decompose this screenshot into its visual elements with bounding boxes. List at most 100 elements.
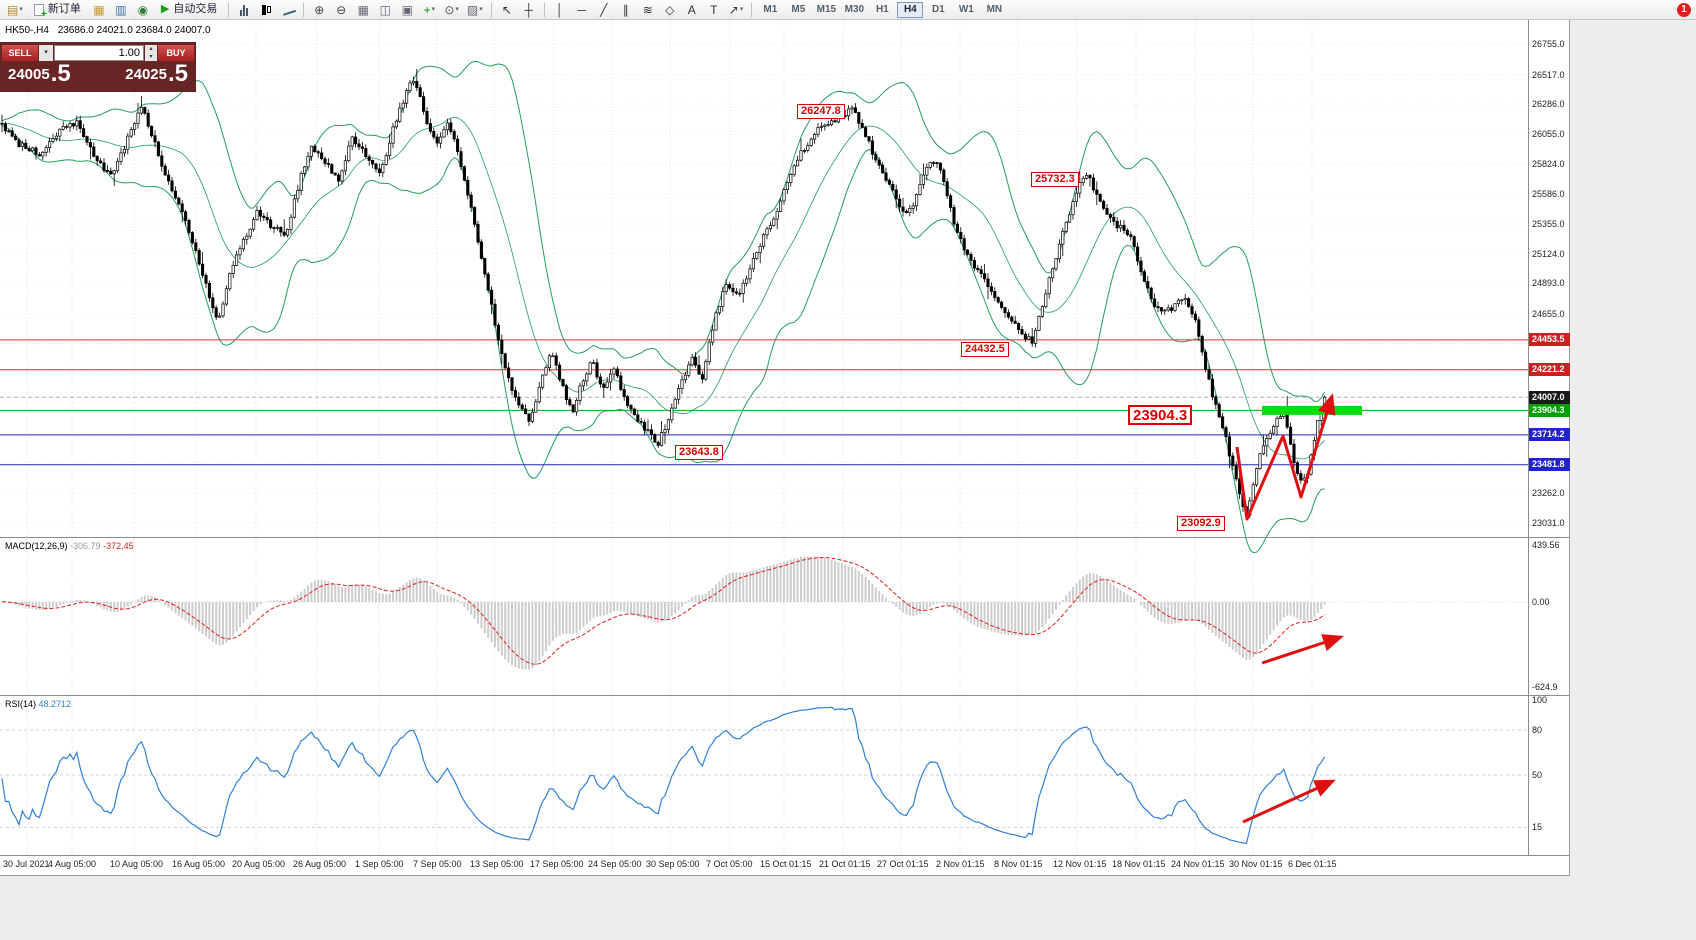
templates-icon[interactable]: ▨ ▾ bbox=[466, 2, 483, 17]
bollinger-middle-band bbox=[1, 116, 1325, 460]
toolbar-items: ▤▾ 新订单 ▦ ▥ ◉ ▶自动交易 ⊕ ⊖ ▦ ◫ ▣ +▾ ⊙▾ ▨▾ ↖ ┼ │ ─ ╱ ∥ ≋ ◇ AT ↗▾ M1 M5… bbox=[4, 0, 1007, 20]
cascade-windows-icon[interactable]: ▣ bbox=[401, 2, 413, 17]
time-axis-label: 7 Oct 05:00 bbox=[706, 859, 753, 869]
time-axis-label: 27 Oct 01:15 bbox=[877, 859, 929, 869]
main-toolbar: ▤▾ 新订单 ▦ ▥ ◉ ▶自动交易 ⊕ ⊖ ▦ ◫ ▣ +▾ ⊙▾ ▨▾ ↖ ┼ │ ─ ╱ ∥ ≋ ◇ AT ↗▾ M1 M5… bbox=[0, 0, 1696, 20]
fibonacci-icon[interactable]: ≋ bbox=[642, 2, 653, 17]
time-axis-label: 20 Aug 05:00 bbox=[232, 859, 286, 869]
macd-up-arrow bbox=[1261, 634, 1344, 665]
volume-down-icon[interactable]: ▾ bbox=[145, 52, 157, 61]
price-axis-label: 25824.0 bbox=[1532, 159, 1565, 169]
grid-icon[interactable]: ▦ bbox=[357, 2, 369, 17]
buy-button[interactable]: BUY bbox=[158, 44, 194, 61]
bar-chart-icon[interactable] bbox=[234, 1, 254, 18]
ohlc-values: 23686.0 24021.0 23684.0 24007.0 bbox=[57, 25, 211, 36]
zoom-in-icon[interactable]: ⊕ bbox=[314, 2, 325, 17]
volume-dropdown[interactable]: ▾ bbox=[39, 44, 53, 61]
timeframe-w1-button[interactable]: W1 bbox=[958, 3, 974, 15]
price-axis-label: 24655.0 bbox=[1532, 309, 1565, 319]
volume-up-icon[interactable]: ▴ bbox=[145, 44, 157, 53]
price-tag-label[interactable]: 23643.8 bbox=[675, 445, 723, 460]
green-highlight-bar bbox=[1262, 405, 1362, 415]
crosshair-icon[interactable]: ┼ bbox=[524, 2, 534, 17]
timeframe-h4-button[interactable]: H4 bbox=[897, 1, 924, 18]
data-window-icon[interactable]: ▥ bbox=[115, 2, 127, 17]
price-axis-label: 23262.0 bbox=[1532, 488, 1565, 498]
timeframe-m30-button[interactable]: M30 bbox=[844, 3, 865, 15]
time-axis-label: 30 Nov 01:15 bbox=[1229, 859, 1283, 869]
new-chart-icon[interactable]: ▤ ▾ bbox=[7, 2, 23, 17]
buy-price-main: 24025 bbox=[125, 66, 167, 83]
price-tag-label[interactable]: 25732.3 bbox=[1031, 172, 1079, 187]
rsi-axis-label: 15 bbox=[1532, 822, 1543, 832]
buy-price[interactable]: 24025.5 bbox=[125, 62, 188, 86]
text-icon[interactable]: A bbox=[687, 2, 696, 17]
price-tag-label[interactable]: 23904.3 bbox=[1128, 405, 1193, 425]
arrows-tool-icon[interactable]: ↗ ▾ bbox=[728, 2, 744, 17]
toolbar-separator bbox=[751, 2, 753, 17]
timeframe-m1-button[interactable]: M1 bbox=[763, 3, 778, 15]
bollinger-lower-band bbox=[1, 125, 1325, 554]
price-tag-label[interactable]: 24432.5 bbox=[961, 342, 1009, 357]
macd-axis-label: 0.00 bbox=[1532, 597, 1550, 607]
time-axis-label: 21 Oct 01:15 bbox=[819, 859, 871, 869]
zoom-out-icon[interactable]: ⊖ bbox=[336, 2, 347, 17]
volume-input[interactable] bbox=[54, 44, 144, 61]
price-chart-canvas[interactable] bbox=[0, 20, 1570, 856]
rsi-indicator-label: RSI(14) 48.2712 bbox=[5, 699, 71, 709]
price-axis-box: 23904.3 bbox=[1529, 404, 1570, 417]
bollinger-upper-band bbox=[1, 60, 1326, 403]
rsi-value: 48.2712 bbox=[38, 699, 72, 709]
rsi-axis-label: 80 bbox=[1532, 725, 1543, 735]
price-axis-label: 25586.0 bbox=[1532, 189, 1565, 199]
timeframe-m15-button[interactable]: M15 bbox=[816, 3, 837, 15]
price-zigzag-arrow bbox=[1235, 393, 1336, 521]
sell-price[interactable]: 24005.5 bbox=[8, 62, 71, 86]
time-axis-label: 8 Nov 01:15 bbox=[994, 859, 1043, 869]
vertical-line-icon[interactable]: │ bbox=[556, 2, 564, 17]
line-chart-icon[interactable] bbox=[278, 1, 298, 18]
rsi-axis-label: 50 bbox=[1532, 770, 1543, 780]
horizontal-line-icon[interactable]: ─ bbox=[577, 2, 587, 17]
macd-signal-line bbox=[1, 557, 1325, 665]
shapes-icon[interactable]: ◇ bbox=[665, 2, 675, 17]
history-center-icon[interactable]: ▦ bbox=[93, 2, 105, 17]
strategy-tester-icon[interactable]: ◉ bbox=[137, 2, 149, 17]
periods-icon[interactable]: ⊙ ▾ bbox=[444, 2, 459, 17]
time-axis-label: 6 Dec 01:15 bbox=[1288, 859, 1337, 869]
trendline-icon[interactable]: ╱ bbox=[600, 2, 608, 17]
time-axis-label: 1 Sep 05:00 bbox=[355, 859, 404, 869]
timeframe-d1-button[interactable]: D1 bbox=[931, 3, 945, 15]
text-label-icon[interactable]: T bbox=[710, 2, 718, 17]
price-axis-label: 26286.0 bbox=[1532, 99, 1565, 109]
add-indicator-icon[interactable]: + ▾ bbox=[423, 2, 436, 17]
timeframe-mn-button[interactable]: MN bbox=[986, 3, 1003, 15]
macd-axis-label: -624.9 bbox=[1532, 682, 1558, 692]
price-tag-label[interactable]: 26247.8 bbox=[797, 104, 845, 119]
macd-indicator-label: MACD(12,26,9) -306.79 -372.45 bbox=[5, 541, 134, 551]
channel-icon[interactable]: ∥ bbox=[622, 2, 629, 17]
price-axis-label: 26055.0 bbox=[1532, 129, 1565, 139]
time-axis-label: 30 Jul 2021 bbox=[3, 859, 50, 869]
rsi-axis-label: 100 bbox=[1532, 695, 1548, 705]
autotrade-button[interactable]: ▶ 自动交易 bbox=[155, 1, 223, 18]
tile-windows-icon[interactable]: ◫ bbox=[379, 2, 391, 17]
notification-badge[interactable]: 1 bbox=[1677, 3, 1691, 17]
one-click-trading-panel: SELL ▾ ▴▾ BUY 24005.5 24025.5 bbox=[0, 42, 196, 92]
time-axis-label: 13 Sep 05:00 bbox=[470, 859, 524, 869]
chart-ohlc-header: HK50-,H4 23686.0 24021.0 23684.0 24007.0 bbox=[5, 25, 217, 36]
time-axis-label: 30 Sep 05:00 bbox=[646, 859, 700, 869]
price-axis-label: 24893.0 bbox=[1532, 278, 1565, 288]
new-order-button[interactable]: 新订单 bbox=[28, 1, 87, 20]
timeframe-h1-button[interactable]: H1 bbox=[875, 3, 889, 15]
price-tag-label[interactable]: 23092.9 bbox=[1177, 516, 1225, 531]
chart-window[interactable]: HK50-,H4 23686.0 24021.0 23684.0 24007.0… bbox=[0, 20, 1570, 876]
volume-stepper[interactable]: ▴ ▾ bbox=[145, 44, 157, 61]
sell-button[interactable]: SELL bbox=[2, 44, 38, 61]
candlestick-chart-icon[interactable] bbox=[256, 1, 276, 18]
timeframe-m5-button[interactable]: M5 bbox=[791, 3, 806, 15]
new-order-button-label: 新订单 bbox=[47, 3, 81, 15]
cursor-icon[interactable]: ↖ bbox=[501, 2, 512, 17]
toolbar-separator bbox=[543, 2, 545, 17]
